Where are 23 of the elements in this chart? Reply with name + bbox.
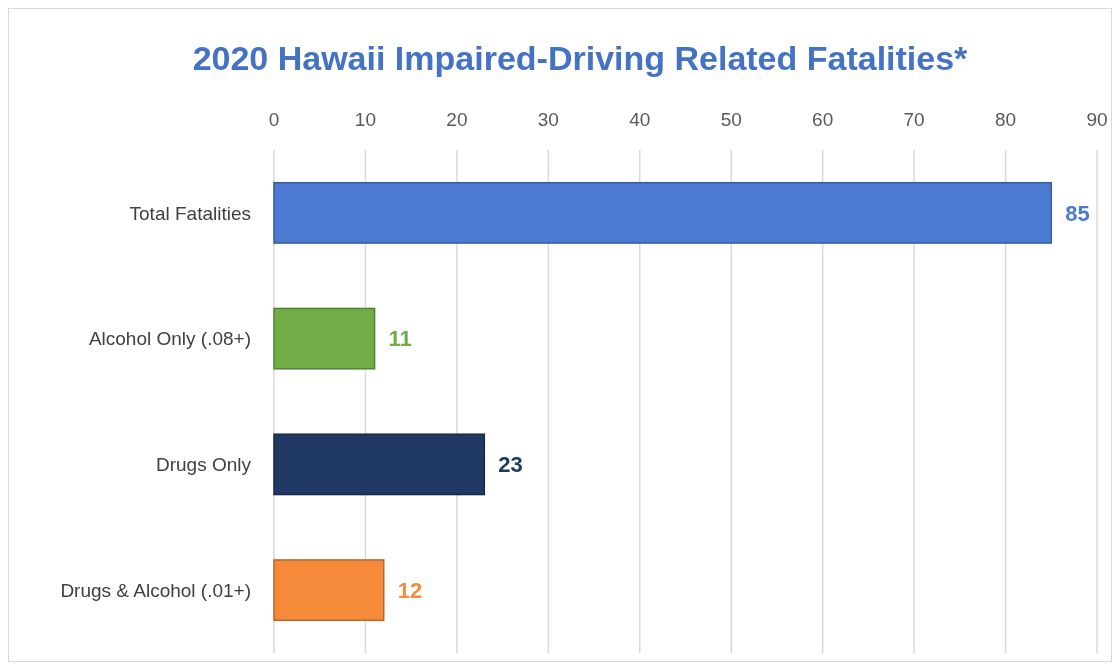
y-tick-label: Drugs Only	[155, 454, 252, 476]
chart-title: 2020 Hawaii Impaired-Driving Related Fatalities*	[192, 39, 969, 77]
x-tick-label: 30	[537, 109, 559, 130]
y-tick-label: Alcohol Only (.08+)	[88, 328, 251, 350]
x-tick-label: 40	[629, 109, 651, 130]
bar	[273, 433, 486, 496]
x-tick-label: 50	[720, 109, 742, 130]
bar	[273, 307, 376, 370]
x-tick-label: 90	[1086, 109, 1108, 130]
bar	[273, 559, 385, 622]
x-tick-label: 20	[446, 109, 468, 130]
x-tick-label: 70	[903, 109, 925, 130]
x-tick-label: 60	[812, 109, 834, 130]
x-tick-label: 80	[994, 109, 1017, 130]
data-label: 23	[498, 452, 523, 478]
data-label: 85	[1065, 200, 1090, 226]
bar	[273, 181, 1053, 244]
x-tick-label: 10	[354, 109, 377, 130]
x-tick-label: 0	[268, 109, 280, 130]
data-label: 12	[397, 577, 423, 603]
y-tick-label: Drugs & Alcohol (.01+)	[60, 579, 251, 601]
y-tick-label: Total Fatalities	[129, 202, 251, 224]
data-label: 11	[388, 326, 412, 352]
